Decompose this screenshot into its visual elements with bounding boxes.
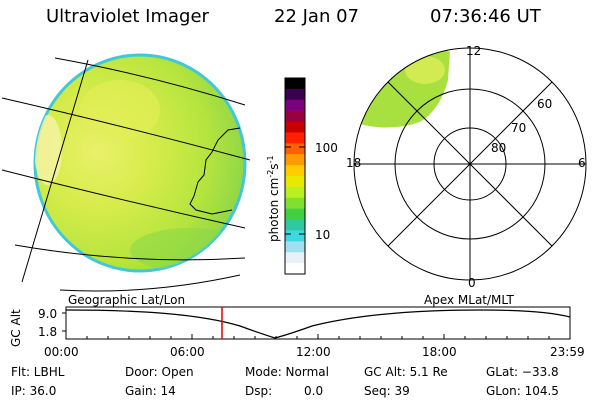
timeline-ytick-9: 9.0 [38,307,58,321]
gc-alt-info: GC Alt: 5.1 Re [364,365,448,379]
mlt-label-0: 0 [468,276,476,290]
colorbar-cell [285,99,305,112]
date-label: 22 Jan 07 [274,6,359,27]
coastline [189,127,241,215]
colorbar-cell [285,143,305,155]
gain-info: Gain: 14 [125,384,176,398]
altitude-timeline [62,306,571,340]
timeline-xtick-0600: 06:00 [170,345,205,359]
timeline-xtick-2359: 23:59 [550,345,585,359]
polar-grid [353,47,587,281]
colorbar-cell [285,241,305,253]
dsp-value: 0.0 [304,384,324,398]
glon-info: GLon: 104.5 [486,384,559,398]
mlt-label-6: 6 [578,156,586,170]
colorbar-cell [285,132,305,144]
apex-caption: Apex MLat/MLT [424,293,514,307]
colorbar-tick-10: 10 [315,228,331,242]
geographic-grid [1,57,251,292]
mlat-label-60: 60 [537,97,553,111]
glat-info: GLat: −33.8 [486,365,559,379]
timeline-xtick-0000: 00:00 [44,345,79,359]
earth-disk-image [1,53,251,292]
colorbar-cell [285,230,305,242]
colorbar-cell [285,88,305,101]
polar-mlt-plot [353,47,587,281]
door-info: Door: Open [125,365,194,379]
colorbar-cell [285,186,305,199]
mlat-label-70: 70 [511,121,527,135]
timeline-ytick-1: 1.8 [38,325,58,339]
filter-info: Flt: LBHL [11,365,65,379]
mode-info: Mode: Normal [245,365,329,379]
colorbar-tick-100: 100 [315,141,338,155]
colorbar-cell [285,78,305,90]
mlat-label-80: 80 [491,141,507,155]
seq-info: Seq: 39 [364,384,410,398]
mlt-label-18: 18 [346,156,362,170]
time-label: 07:36:46 UT [430,6,541,27]
instrument-title: Ultraviolet Imager [46,6,209,27]
colorbar-cell [285,252,305,264]
altitude-curve [65,309,571,339]
colorbar-cell [285,197,305,210]
colorbar-cell [285,219,305,231]
colorbar-cell [285,110,305,123]
colorbar-units-label: photon cm-2s-1 [266,155,281,242]
dsp-info: Dsp: [245,384,273,398]
color-bar [284,77,306,275]
timeline-xtick-1800: 18:00 [422,345,457,359]
colorbar-cell [285,263,305,275]
timeline-xtick-1200: 12:00 [296,345,331,359]
disk-limb [33,53,247,273]
colorbar-cell [285,176,305,188]
colorbar-cell [285,154,305,166]
colorbar-cell [285,208,305,221]
mlt-label-12: 12 [466,44,482,58]
ip-info: IP: 36.0 [11,384,57,398]
geographic-caption: Geographic Lat/Lon [68,293,186,307]
colorbar-cell [285,165,305,177]
colorbar-cell [285,121,305,133]
